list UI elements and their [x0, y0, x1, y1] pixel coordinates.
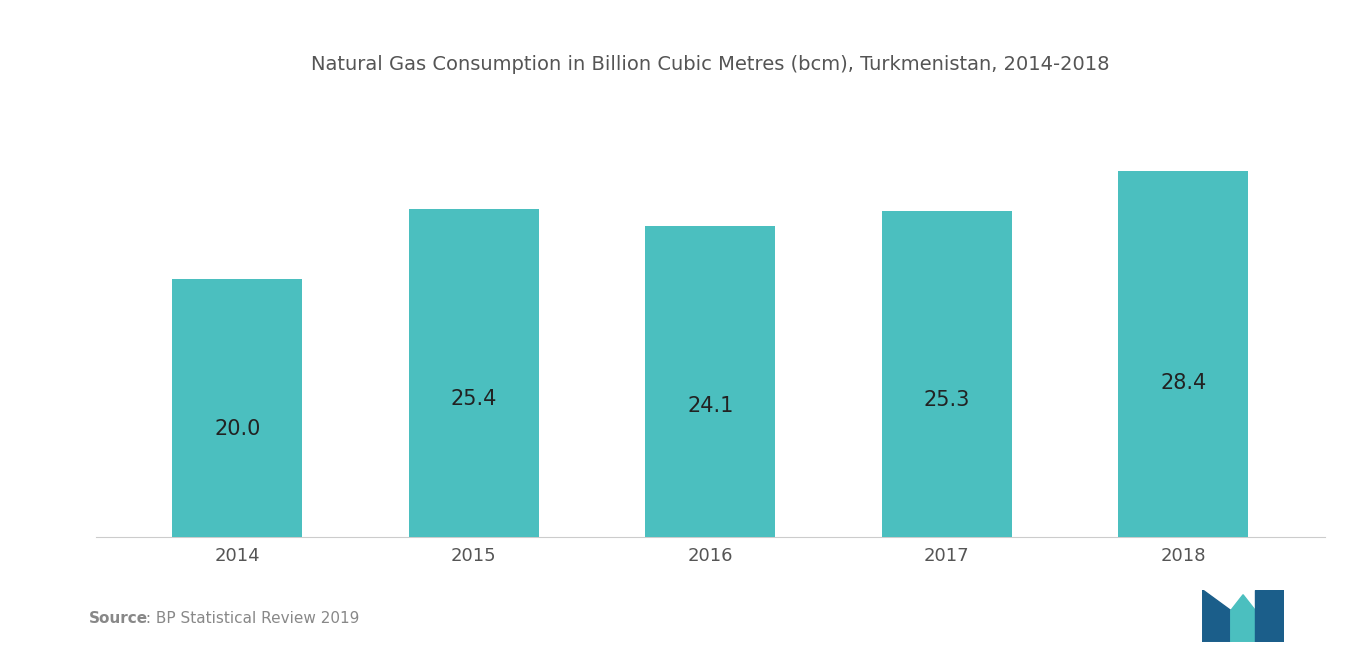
Text: 24.1: 24.1: [687, 396, 734, 417]
Text: 25.4: 25.4: [451, 390, 497, 409]
Bar: [408, 209, 540, 537]
Text: 20.0: 20.0: [214, 419, 261, 439]
Bar: [881, 210, 1012, 537]
Text: 28.4: 28.4: [1160, 373, 1206, 393]
Polygon shape: [1231, 595, 1255, 642]
Title: Natural Gas Consumption in Billion Cubic Metres (bcm), Turkmenistan, 2014-2018: Natural Gas Consumption in Billion Cubic…: [311, 56, 1109, 75]
Bar: [645, 226, 776, 537]
Polygon shape: [1255, 590, 1284, 642]
Text: 25.3: 25.3: [923, 390, 970, 410]
Bar: [1119, 170, 1249, 537]
Text: Source: Source: [89, 610, 148, 626]
Polygon shape: [1202, 590, 1231, 642]
Text: : BP Statistical Review 2019: : BP Statistical Review 2019: [141, 610, 359, 626]
Bar: [172, 279, 302, 537]
